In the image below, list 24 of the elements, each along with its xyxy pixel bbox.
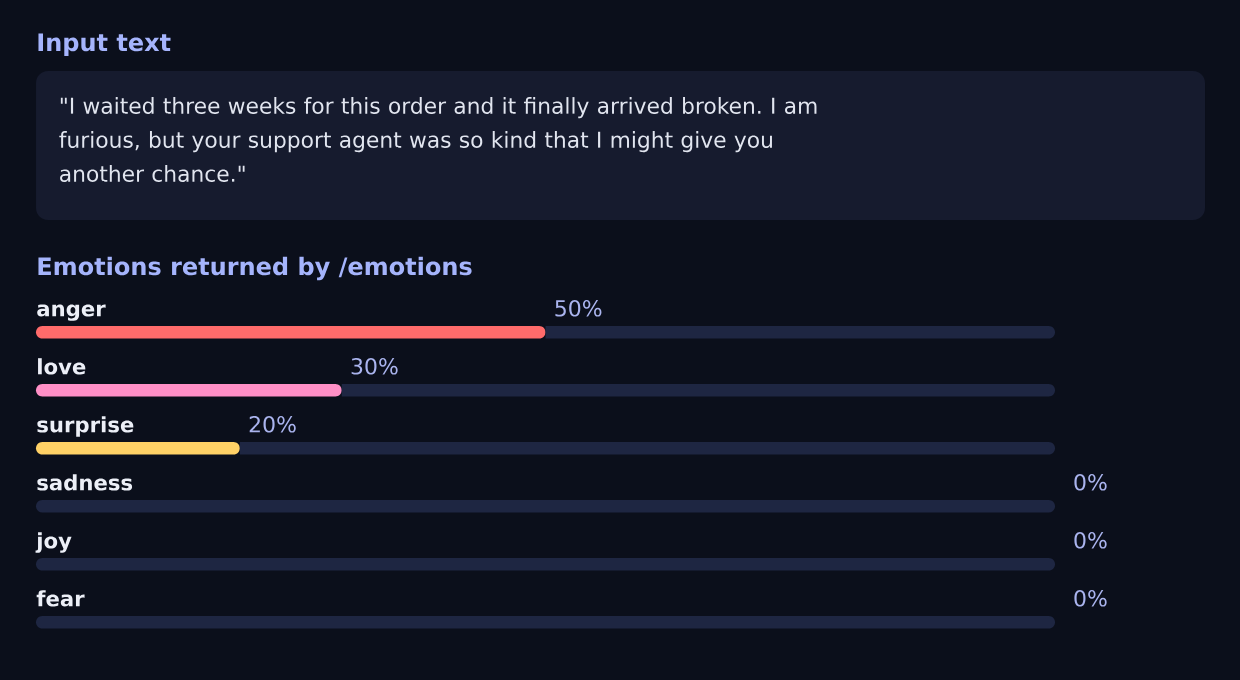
y-tick-label: sadness — [37, 474, 133, 491]
bar — [239, 442, 1056, 455]
bar — [36, 558, 1056, 571]
data-label: 30% — [351, 357, 398, 375]
bar — [341, 384, 1056, 397]
data-label: 0% — [1074, 531, 1107, 549]
bar — [545, 326, 1056, 339]
data-label: 20% — [249, 415, 296, 433]
data-label: 0% — [1074, 473, 1107, 491]
bar — [36, 442, 240, 455]
y-tick-label: surprise — [37, 416, 134, 437]
data-label: 0% — [1074, 589, 1107, 607]
bar — [36, 384, 342, 397]
y-tick-label: anger — [37, 304, 106, 321]
bar — [36, 500, 1056, 513]
text: "I waited three weeks for this order and it finally arrived broken. I am furious, but your support agent was so kind that I might give you another chance." — [59, 97, 817, 182]
chart-title: Emotions returned by /emotions — [38, 256, 472, 281]
bar — [36, 616, 1056, 629]
y-tick-label: fear — [36, 590, 85, 607]
y-tick-label: love — [38, 358, 86, 375]
y-tick-label: joy — [35, 532, 72, 553]
text: Input text — [38, 33, 171, 56]
data-label: 50% — [555, 299, 602, 317]
bar — [36, 326, 546, 339]
